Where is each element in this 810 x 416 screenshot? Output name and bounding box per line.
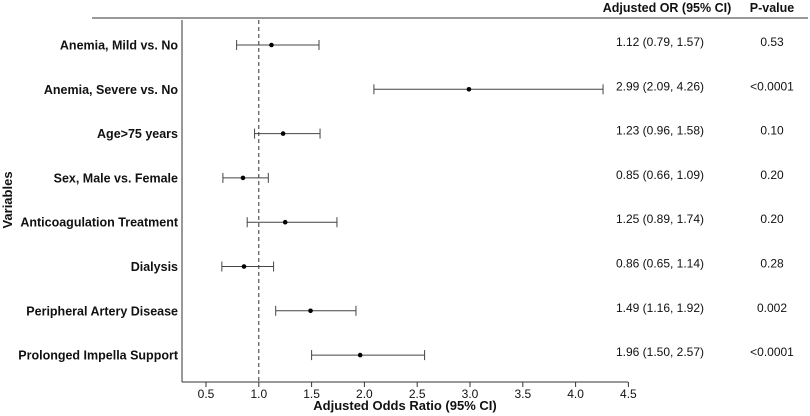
or-ci-value: 1.96 (1.50, 2.57)	[616, 345, 704, 359]
point-estimate	[280, 131, 286, 136]
point-estimate	[308, 308, 313, 314]
row-label: Prolonged Impella Support	[18, 349, 179, 363]
p-value: 0.28	[760, 257, 784, 271]
forest-row: Peripheral Artery Disease 1.49 (1.16, 1.9…	[26, 301, 787, 319]
point-estimate	[357, 352, 363, 358]
forest-row: Anemia, Mild vs. No 1.12 (0.79, 1.57) 0.53	[60, 35, 784, 53]
or-ci-value: 1.23 (0.96, 1.58)	[616, 124, 704, 138]
row-label: Age>75 years	[97, 127, 178, 141]
x-tick-label: 1.5	[303, 387, 320, 401]
x-axis-ticks: 0.5 1.0 1.5 2.0 2.5 3.0 3.5 4.0 4.5	[198, 382, 637, 401]
forest-row: Dialysis 0.86 (0.65, 1.14) 0.28	[131, 257, 784, 275]
x-tick-label: 4.5	[620, 387, 637, 401]
p-value: 0.20	[760, 168, 784, 182]
forest-row: Anticoagulation Treatment 1.25 (0.89, 1.7…	[20, 212, 784, 230]
x-tick-label: 0.5	[198, 387, 215, 401]
or-ci-value: 2.99 (2.09, 4.26)	[616, 79, 704, 93]
x-tick-label: 2.5	[409, 387, 426, 401]
p-value: 0.002	[757, 301, 787, 315]
point-estimate	[282, 219, 288, 225]
forest-rows: Anemia, Mild vs. No 1.12 (0.79, 1.57) 0.53…	[18, 35, 794, 363]
x-tick-label: 3.5	[514, 387, 531, 401]
p-value: <0.0001	[750, 79, 794, 93]
x-axis-title: Adjusted Odds Ratio (95% CI)	[313, 398, 496, 413]
p-value: 0.20	[760, 212, 784, 226]
y-axis-title: Variables	[0, 171, 15, 228]
p-value: 0.53	[760, 35, 784, 49]
row-label: Anticoagulation Treatment	[20, 216, 178, 230]
row-label: Dialysis	[131, 260, 178, 274]
or-ci-value: 0.86 (0.65, 1.14)	[616, 257, 704, 271]
row-label: Anemia, Mild vs. No	[60, 39, 178, 53]
forest-row: Age>75 years 1.23 (0.96, 1.58) 0.10	[97, 124, 784, 142]
forest-row: Sex, Male vs. Female 0.85 (0.66, 1.09) 0.2…	[54, 168, 784, 186]
forest-row: Prolonged Impella Support 1.96 (1.50, 2.5…	[18, 345, 794, 363]
or-ci-value: 0.85 (0.66, 1.09)	[616, 168, 704, 182]
point-estimate	[466, 87, 472, 92]
x-tick-label: 2.0	[356, 387, 373, 401]
or-column-header: Adjusted OR (95% CI)	[603, 1, 732, 15]
x-tick-label: 1.0	[250, 387, 267, 401]
row-label: Sex, Male vs. Female	[54, 171, 178, 185]
forest-row: Anemia, Severe vs. No 2.99 (2.09, 4.26) <0…	[44, 79, 794, 97]
x-tick-label: 3.0	[462, 387, 479, 401]
p-value: <0.0001	[750, 345, 794, 359]
or-ci-value: 1.25 (0.89, 1.74)	[616, 212, 704, 226]
point-estimate	[241, 264, 247, 269]
point-estimate	[240, 175, 246, 181]
row-label: Anemia, Severe vs. No	[44, 83, 178, 97]
p-value: 0.10	[760, 124, 784, 138]
or-ci-value: 1.12 (0.79, 1.57)	[616, 35, 704, 49]
point-estimate	[269, 42, 274, 48]
row-label: Peripheral Artery Disease	[26, 304, 178, 318]
p-value-column-header: P-value	[750, 1, 795, 15]
or-ci-value: 1.49 (1.16, 1.92)	[616, 301, 704, 315]
x-tick-label: 4.0	[567, 387, 584, 401]
